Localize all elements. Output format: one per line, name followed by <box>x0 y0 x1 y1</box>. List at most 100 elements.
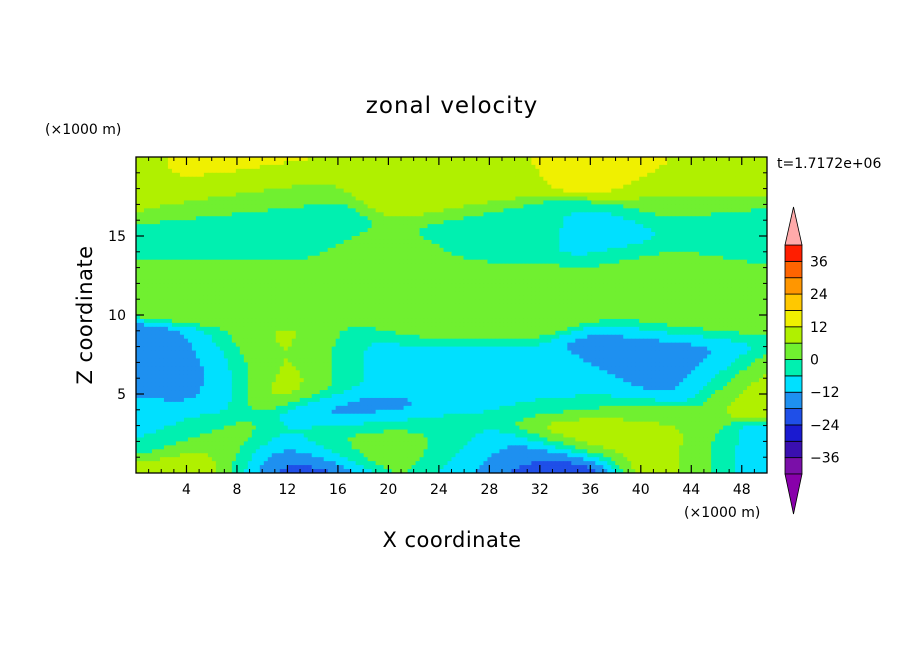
field-cell <box>571 188 576 194</box>
field-cell <box>175 216 181 221</box>
field-cell <box>763 192 767 198</box>
field-cell <box>715 192 720 198</box>
field-cell <box>683 243 688 249</box>
field-cell <box>195 228 201 233</box>
field-cell <box>439 164 445 170</box>
field-cell <box>307 216 313 221</box>
field-cell <box>615 208 620 213</box>
field-cell <box>559 184 564 190</box>
field-cell <box>311 172 317 178</box>
field-cell <box>179 188 185 194</box>
field-cell <box>147 168 153 174</box>
field-cell <box>243 247 249 253</box>
field-cell <box>411 267 417 273</box>
field-cell <box>567 204 572 209</box>
field-cell <box>443 168 449 174</box>
field-cell <box>151 251 157 257</box>
field-cell <box>403 192 409 198</box>
field-cell <box>663 216 668 221</box>
field-cell <box>415 243 421 249</box>
field-cell <box>143 220 149 225</box>
field-cell <box>451 239 457 245</box>
field-cell <box>311 168 317 174</box>
field-cell <box>295 236 301 241</box>
field-cell <box>519 216 524 221</box>
field-cell <box>327 247 333 253</box>
field-cell <box>675 212 680 217</box>
field-cell <box>747 263 752 269</box>
field-cell <box>615 164 620 170</box>
field-cell <box>607 216 612 221</box>
field-cell <box>263 279 269 284</box>
field-cell <box>759 172 764 178</box>
field-cell <box>495 196 501 202</box>
field-cell <box>387 196 393 202</box>
field-cell <box>371 255 377 261</box>
field-cell <box>759 224 764 229</box>
field-cell <box>543 224 548 229</box>
field-cell <box>551 184 556 190</box>
field-cell <box>459 232 465 237</box>
field-cell <box>339 224 345 229</box>
field-cell <box>215 255 221 261</box>
field-cell <box>539 157 544 162</box>
field-cell <box>203 236 209 241</box>
field-cell <box>603 236 608 241</box>
field-cell <box>595 204 600 209</box>
field-cell <box>419 188 425 194</box>
field-cell <box>299 271 305 277</box>
field-cell <box>755 196 760 202</box>
field-cell <box>539 180 544 186</box>
field-cell <box>167 184 173 190</box>
field-cell <box>431 279 437 284</box>
field-cell <box>563 224 568 229</box>
field-cell <box>251 196 257 202</box>
field-cell <box>247 228 253 233</box>
field-cell <box>535 212 540 217</box>
field-cell <box>151 188 157 194</box>
field-cell <box>219 212 225 217</box>
field-cell <box>687 220 692 225</box>
field-cell <box>139 164 145 170</box>
field-cell <box>183 228 189 233</box>
field-cell <box>559 176 564 182</box>
field-cell <box>207 172 213 178</box>
field-cell <box>375 192 381 198</box>
field-cell <box>391 251 397 257</box>
field-cell <box>559 243 564 249</box>
field-cell <box>719 204 724 209</box>
field-cell <box>655 236 660 241</box>
field-cell <box>691 243 696 249</box>
field-cell <box>271 172 277 178</box>
field-cell <box>731 228 736 233</box>
field-cell <box>163 216 169 221</box>
field-cell <box>547 263 552 269</box>
field-cell <box>195 200 201 205</box>
field-cell <box>319 247 325 253</box>
field-cell <box>539 200 544 205</box>
field-cell <box>475 251 481 257</box>
field-cell <box>527 176 532 182</box>
field-cell <box>511 271 516 277</box>
field-cell <box>323 251 329 257</box>
field-cell <box>339 164 345 170</box>
field-cell <box>739 255 744 261</box>
field-cell <box>727 251 732 257</box>
field-cell <box>343 275 349 281</box>
field-cell <box>275 259 281 265</box>
field-cell <box>503 188 509 194</box>
field-cell <box>667 275 672 281</box>
field-cell <box>571 251 576 257</box>
field-cell <box>751 212 756 217</box>
field-cell <box>355 220 361 225</box>
field-cell <box>403 160 409 166</box>
field-cell <box>483 236 489 241</box>
field-cell <box>323 236 329 241</box>
field-cell <box>627 168 632 174</box>
field-cell <box>647 275 652 281</box>
field-cell <box>387 212 393 217</box>
field-cell <box>615 236 620 241</box>
field-cell <box>423 168 429 174</box>
field-cell <box>219 247 225 253</box>
field-cell <box>203 160 209 166</box>
